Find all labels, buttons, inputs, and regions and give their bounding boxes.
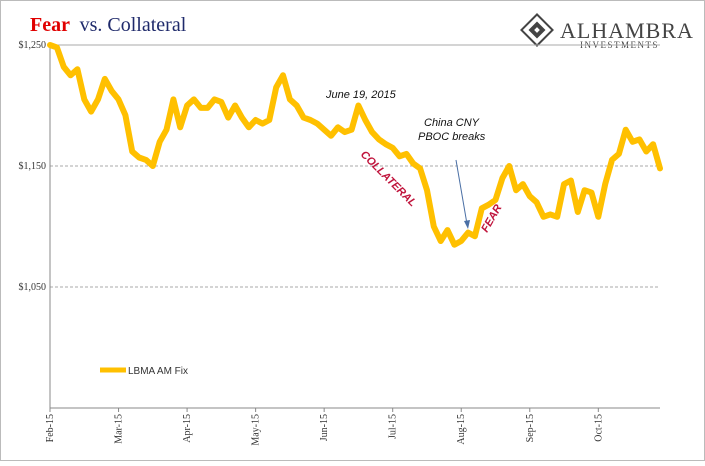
x-tick-label: Oct-15 [593, 414, 604, 442]
x-tick-label: Jul-15 [388, 414, 399, 439]
x-tick-label: Jun-15 [319, 414, 330, 441]
annotation: PBOC breaks [418, 131, 486, 143]
series-line [47, 42, 663, 248]
title-rest: vs. Collateral [80, 14, 187, 36]
y-tick-label: $1,250 [19, 40, 47, 51]
logo-icon [520, 13, 554, 47]
title-highlight: Fear [30, 14, 70, 36]
annotation: June 19, 2015 [325, 89, 397, 101]
x-tick-label: Aug-15 [456, 414, 467, 445]
x-tick-label: Mar-15 [114, 414, 125, 444]
y-tick-label: $1,150 [19, 161, 47, 172]
y-tick-label: $1,050 [19, 282, 47, 293]
logo-name: ALHAMBRA [560, 18, 694, 43]
x-tick-label: Feb-15 [45, 414, 56, 442]
x-tick-label: May-15 [251, 414, 262, 446]
x-tick-label: Apr-15 [182, 414, 193, 443]
annotation: China CNY [424, 117, 480, 129]
chart-title: Fear vs. Collateral [30, 14, 187, 36]
annotation-arrowhead [464, 220, 470, 229]
annotation-arrow [455, 159, 468, 225]
x-tick-label: Sep-15 [525, 414, 536, 442]
legend-label: LBMA AM Fix [128, 366, 188, 377]
